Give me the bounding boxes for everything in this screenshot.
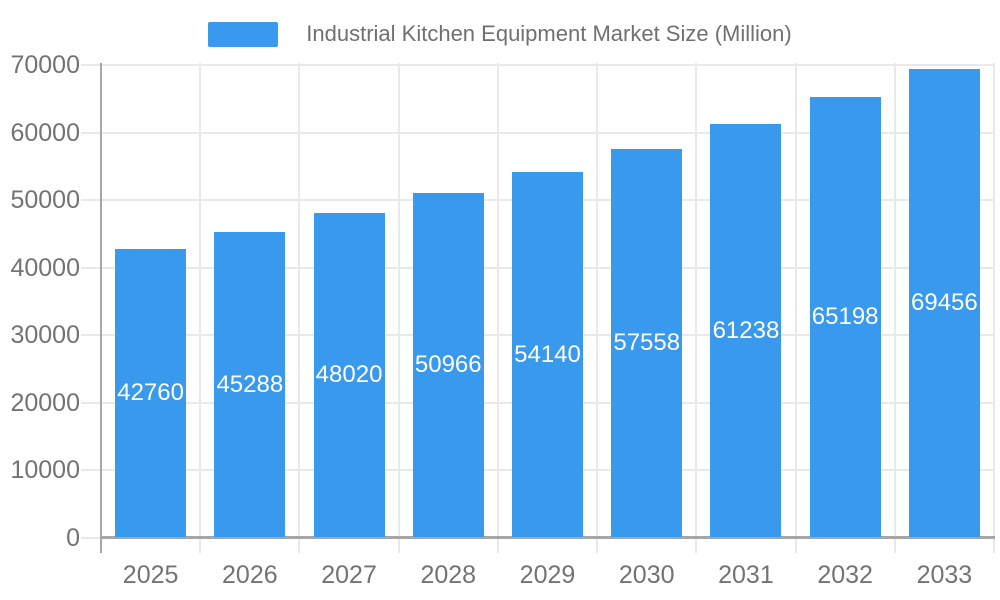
bar[interactable]: 61238	[710, 124, 782, 538]
x-tick-label: 2028	[420, 561, 477, 589]
bar[interactable]: 50966	[412, 193, 484, 538]
x-axis-tick	[596, 539, 599, 553]
bar[interactable]: 57558	[611, 148, 683, 538]
x-tick-label: 2025	[122, 561, 179, 589]
x-tick-label: 2030	[618, 561, 675, 589]
bar-value-label: 61238	[712, 316, 780, 344]
gridline-vertical	[993, 63, 995, 538]
bar[interactable]: 69456	[908, 68, 980, 538]
y-tick-label: 30000	[10, 321, 80, 349]
bar-value-label: 54140	[514, 340, 581, 368]
x-axis-tick	[199, 539, 202, 553]
y-axis-tick	[81, 64, 101, 66]
x-tick-label: 2026	[222, 561, 278, 589]
x-axis-tick	[893, 539, 896, 553]
bar-value-label: 65198	[811, 303, 879, 331]
gridline-vertical	[199, 63, 202, 538]
bar[interactable]: 45288	[214, 231, 286, 538]
bar-value-label: 69456	[911, 289, 978, 317]
legend-label: Industrial Kitchen Equipment Market Size…	[306, 21, 792, 46]
y-axis-tick	[81, 536, 101, 539]
y-tick-label: 40000	[10, 253, 80, 282]
y-tick-label: 50000	[10, 186, 80, 214]
y-axis-tick	[81, 469, 101, 471]
legend[interactable]: Industrial Kitchen Equipment Market Size…	[0, 21, 1000, 47]
bar-value-label: 48020	[315, 361, 383, 389]
gridline-vertical	[496, 63, 499, 538]
bar-value-label: 57558	[613, 329, 681, 357]
gridline-vertical	[298, 63, 301, 538]
gridline-horizontal	[101, 64, 994, 66]
gridline-horizontal	[101, 131, 994, 134]
x-tick-label: 2027	[321, 561, 377, 589]
x-tick-label: 2029	[519, 561, 576, 589]
x-axis-tick	[794, 539, 797, 553]
x-axis-line	[99, 536, 995, 539]
gridline-vertical	[596, 63, 599, 538]
x-axis-tick	[993, 539, 995, 553]
bar[interactable]: 65198	[809, 97, 881, 538]
y-axis-tick	[81, 334, 101, 336]
gridline-vertical	[794, 63, 797, 538]
y-axis-tick	[81, 131, 101, 134]
gridline-vertical	[397, 63, 400, 538]
y-tick-label: 10000	[10, 456, 80, 484]
x-axis-tick	[397, 539, 400, 553]
y-tick-label: 70000	[10, 51, 80, 79]
legend-swatch	[208, 21, 279, 47]
bar[interactable]: 54140	[512, 172, 583, 538]
bar[interactable]: 48020	[313, 213, 385, 538]
x-tick-label: 2033	[916, 561, 973, 589]
gridline-vertical	[893, 63, 896, 538]
bar-value-label: 50966	[414, 351, 482, 379]
y-axis-line	[99, 63, 102, 553]
x-axis-tick	[298, 539, 301, 553]
y-tick-label: 20000	[10, 388, 80, 417]
x-tick-label: 2031	[718, 561, 774, 589]
bar[interactable]: 42760	[115, 248, 187, 538]
bar-value-label: 45288	[216, 370, 284, 398]
bar-value-label: 42760	[117, 379, 184, 407]
y-axis-tick	[81, 199, 101, 201]
x-tick-label: 2032	[817, 561, 873, 589]
x-axis-tick	[496, 539, 499, 553]
gridline-vertical	[695, 63, 698, 538]
y-axis-tick	[81, 401, 101, 404]
y-axis-tick	[81, 266, 101, 269]
y-tick-label: 60000	[10, 118, 80, 147]
x-axis-tick	[695, 539, 698, 553]
y-tick-label: 0	[66, 523, 80, 552]
